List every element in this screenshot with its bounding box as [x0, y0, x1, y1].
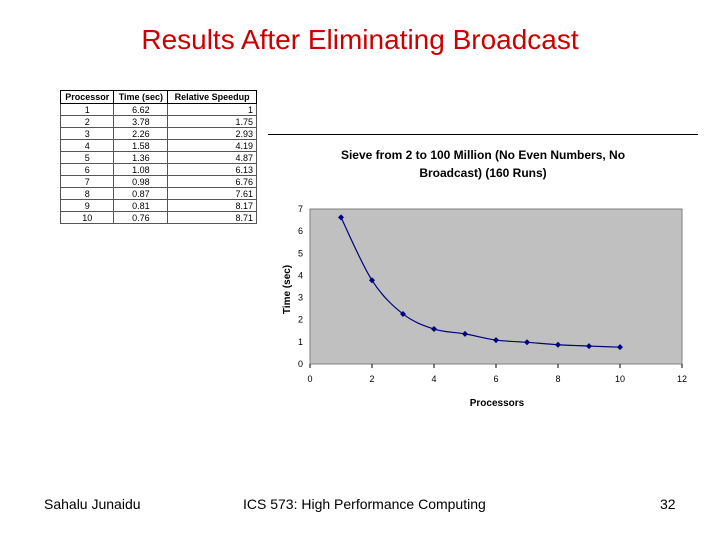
table-row: 8 0.87 7.61	[59, 187, 257, 200]
table-cell: 0.76	[113, 211, 169, 224]
table-row: 3 2.26 2.93	[59, 127, 257, 140]
table-cell: 0.81	[113, 199, 169, 212]
table-cell: 6.13	[167, 163, 257, 176]
table-header-1: Time (sec)	[113, 90, 169, 104]
table-cell: 5	[59, 151, 115, 164]
table-row: 9 0.81 8.17	[59, 199, 257, 212]
data-point	[369, 277, 375, 284]
table-cell: 0.87	[113, 187, 169, 200]
chart-title-line: Sieve from 2 to 100 Million (No Even Num…	[341, 148, 625, 162]
table-cell: 1	[167, 103, 257, 116]
table-cell: 1.75	[167, 115, 257, 128]
table-cell: 2.26	[113, 127, 169, 140]
table-cell: 2.93	[167, 127, 257, 140]
x-tick-label: 6	[493, 374, 498, 384]
table-cell: 6.62	[113, 103, 169, 116]
y-tick-label: 4	[298, 270, 303, 280]
table-row: 4 1.58 4.19	[59, 139, 257, 152]
table-cell: 6.76	[167, 175, 257, 188]
footer-author: Sahalu Junaidu	[44, 496, 141, 512]
y-axis-label: Time (sec)	[282, 265, 293, 314]
results-table: Processor Time (sec) Relative Speedup 1 6.6…	[59, 90, 257, 224]
table-row: 10 0.76 8.71	[59, 211, 257, 224]
y-tick-label: 3	[298, 293, 303, 303]
table-cell: 8.17	[167, 199, 257, 212]
data-point	[493, 337, 499, 344]
table-row: 5 1.36 4.87	[59, 151, 257, 164]
table-cell: 1.58	[113, 139, 169, 152]
table-header-2: Relative Speedup	[167, 90, 257, 104]
y-tick-label: 0	[298, 359, 303, 369]
table-cell: 4.19	[167, 139, 257, 152]
table-cell: 1.36	[113, 151, 169, 164]
table-cell: 4	[59, 139, 115, 152]
table-row: 1 6.62 1	[59, 103, 257, 116]
series-line	[340, 217, 621, 348]
y-tick-label: 1	[298, 337, 303, 347]
table-row: 2 3.78 1.75	[59, 115, 257, 128]
footer-course: ICS 573: High Performance Computing	[243, 496, 486, 512]
table-cell: 6	[59, 163, 115, 176]
data-point	[462, 330, 468, 337]
x-tick-label: 12	[677, 374, 687, 384]
table-cell: 0.98	[113, 175, 169, 188]
table-cell: 10	[59, 211, 115, 224]
table-row: 6 1.08 6.13	[59, 163, 257, 176]
x-tick-label: 8	[555, 374, 560, 384]
data-point	[617, 344, 623, 351]
x-tick-label: 4	[431, 374, 436, 384]
table-cell: 1	[59, 103, 115, 116]
table-cell: 8.71	[167, 211, 257, 224]
data-point	[586, 343, 592, 350]
table-cell: 3	[59, 127, 115, 140]
y-tick-label: 6	[298, 226, 303, 236]
table-cell: 7	[59, 175, 115, 188]
table-cell: 7.61	[167, 187, 257, 200]
data-point	[555, 341, 561, 348]
y-tick-label: 7	[298, 204, 303, 214]
table-cell: 9	[59, 199, 115, 212]
data-point	[431, 326, 437, 333]
table-cell: 8	[59, 187, 115, 200]
table-cell: 2	[59, 115, 115, 128]
y-tick-label: 5	[298, 248, 303, 258]
x-tick-label: 2	[369, 374, 374, 384]
x-tick-label: 10	[615, 374, 625, 384]
time-vs-processors-chart: Sieve from 2 to 100 Million (No Even Num…	[282, 148, 687, 409]
table-cell: 4.87	[167, 151, 257, 164]
table-cell: 3.78	[113, 115, 169, 128]
x-axis-label: Processors	[470, 398, 525, 409]
data-point	[524, 339, 530, 346]
footer-page-number: 32	[660, 496, 676, 512]
x-tick-label: 0	[307, 374, 312, 384]
slide-title: Results After Eliminating Broadcast	[141, 24, 579, 55]
y-tick-label: 2	[298, 315, 303, 325]
chart-top-border	[268, 134, 698, 135]
data-point	[400, 310, 406, 317]
table-cell: 1.08	[113, 163, 169, 176]
chart-title-line: Broadcast) (160 Runs)	[419, 166, 546, 180]
data-point	[338, 214, 344, 221]
table-row: 7 0.98 6.76	[59, 175, 257, 188]
table-header-0: Processor	[59, 90, 115, 104]
